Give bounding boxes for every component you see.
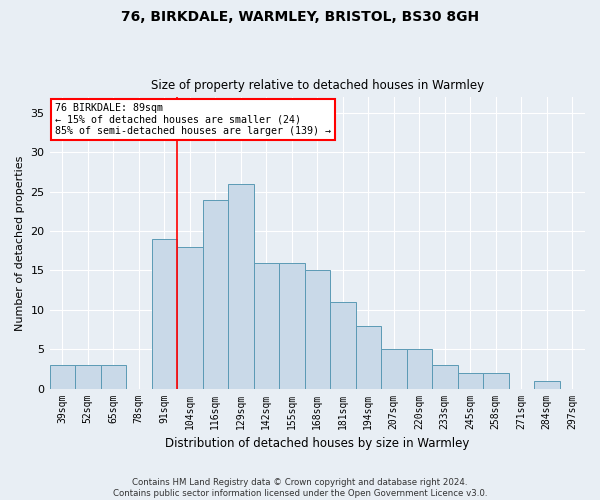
Bar — [483, 373, 509, 388]
Text: Contains HM Land Registry data © Crown copyright and database right 2024.
Contai: Contains HM Land Registry data © Crown c… — [113, 478, 487, 498]
Bar — [152, 239, 177, 388]
Text: 76, BIRKDALE, WARMLEY, BRISTOL, BS30 8GH: 76, BIRKDALE, WARMLEY, BRISTOL, BS30 8GH — [121, 10, 479, 24]
Bar — [305, 270, 330, 388]
Bar — [75, 365, 101, 388]
Bar — [203, 200, 228, 388]
Bar — [356, 326, 381, 388]
X-axis label: Distribution of detached houses by size in Warmley: Distribution of detached houses by size … — [165, 437, 469, 450]
Bar — [381, 349, 407, 389]
Bar — [407, 349, 432, 389]
Bar — [228, 184, 254, 388]
Bar — [50, 365, 75, 388]
Bar — [432, 365, 458, 388]
Title: Size of property relative to detached houses in Warmley: Size of property relative to detached ho… — [151, 79, 484, 92]
Bar — [534, 380, 560, 388]
Bar — [177, 247, 203, 388]
Text: 76 BIRKDALE: 89sqm
← 15% of detached houses are smaller (24)
85% of semi-detache: 76 BIRKDALE: 89sqm ← 15% of detached hou… — [55, 103, 331, 136]
Bar — [101, 365, 126, 388]
Bar — [458, 373, 483, 388]
Bar — [330, 302, 356, 388]
Bar — [254, 262, 279, 388]
Y-axis label: Number of detached properties: Number of detached properties — [15, 156, 25, 330]
Bar — [279, 262, 305, 388]
